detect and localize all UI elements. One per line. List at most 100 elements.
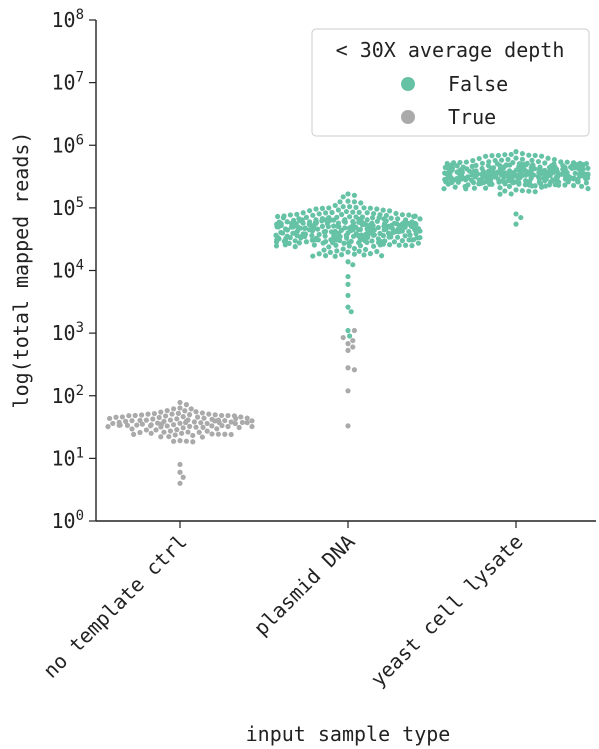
data-point: [287, 235, 293, 241]
data-point: [518, 214, 524, 221]
legend-marker-true: [401, 110, 415, 124]
data-point: [417, 216, 423, 222]
data-point: [444, 160, 450, 167]
data-point: [275, 213, 281, 220]
data-point: [351, 367, 357, 373]
data-point: [174, 416, 180, 422]
data-point: [151, 410, 157, 417]
data-point: [315, 226, 321, 232]
data-point: [286, 240, 292, 247]
data-point: [496, 179, 502, 185]
data-point: [309, 232, 315, 239]
data-point: [222, 431, 228, 437]
data-point: [466, 168, 473, 174]
data-point: [575, 179, 581, 185]
data-point: [143, 417, 149, 423]
data-point: [331, 223, 337, 229]
data-point: [350, 344, 356, 350]
x-tick-label: plasmid DNA: [249, 530, 360, 641]
data-point: [519, 188, 526, 194]
data-point: [351, 251, 357, 257]
data-point: [522, 182, 528, 188]
data-point: [311, 242, 317, 248]
data-point: [463, 159, 469, 165]
data-point: [177, 420, 183, 426]
data-point: [516, 181, 522, 187]
data-point: [273, 239, 280, 245]
data-point: [347, 214, 353, 220]
data-point: [206, 411, 212, 417]
data-point: [199, 434, 205, 440]
data-point: [321, 229, 327, 235]
data-point: [489, 153, 495, 159]
data-point: [351, 199, 357, 205]
data-point: [367, 205, 373, 211]
data-point: [542, 178, 548, 184]
data-point: [487, 181, 493, 187]
data-point: [390, 230, 396, 236]
y-tick-label: 105: [51, 195, 84, 220]
data-point: [175, 410, 181, 416]
data-point: [331, 217, 337, 223]
data-point: [345, 191, 351, 197]
data-point: [351, 327, 357, 334]
data-point: [370, 232, 377, 238]
data-point: [399, 212, 405, 218]
data-point: [441, 186, 447, 192]
data-point: [332, 202, 338, 209]
y-tick-label: 104: [51, 258, 84, 283]
data-point: [395, 229, 402, 235]
data-point: [322, 233, 328, 239]
data-point: [497, 191, 503, 197]
data-point: [585, 186, 591, 192]
data-point: [571, 182, 577, 189]
data-point: [357, 243, 364, 249]
legend-marker-false: [401, 77, 415, 91]
data-point: [119, 414, 125, 420]
data-point: [167, 428, 173, 434]
data-point: [356, 209, 362, 215]
y-tick-label: 102: [51, 383, 84, 408]
data-point: [350, 262, 356, 268]
data-point: [273, 243, 280, 249]
data-point: [347, 204, 353, 210]
data-point: [347, 333, 353, 339]
data-point: [369, 238, 375, 244]
y-tick-label: 106: [51, 132, 84, 157]
data-point: [470, 179, 477, 186]
data-point: [379, 253, 385, 259]
data-point: [526, 152, 532, 158]
data-point: [572, 170, 578, 176]
data-point: [183, 438, 189, 444]
data-point: [171, 406, 177, 412]
data-point: [513, 221, 519, 227]
data-point: [161, 429, 167, 435]
data-point: [452, 184, 458, 190]
data-point: [353, 204, 359, 211]
data-point: [193, 424, 199, 430]
data-point: [107, 415, 113, 422]
data-point: [158, 424, 164, 430]
data-point: [335, 207, 341, 213]
data-point: [309, 237, 315, 243]
data-point: [345, 249, 351, 255]
data-point: [169, 411, 175, 417]
x-tick-label: yeast cell lysate: [366, 530, 528, 692]
data-point: [463, 186, 469, 192]
data-point: [535, 158, 542, 165]
data-point: [326, 205, 332, 211]
data-point: [395, 216, 401, 222]
data-point: [356, 248, 362, 254]
data-point: [187, 412, 193, 418]
data-point: [340, 194, 346, 200]
data-point: [215, 431, 221, 437]
data-point: [495, 152, 501, 159]
data-point: [539, 184, 545, 190]
data-point: [313, 206, 319, 212]
data-point: [377, 242, 383, 248]
data-point: [232, 420, 238, 427]
y-ticks: 100 101 102 103 104 105 106 107 108: [51, 7, 96, 533]
data-point: [415, 240, 421, 246]
data-point: [288, 224, 294, 230]
data-point: [316, 231, 322, 238]
